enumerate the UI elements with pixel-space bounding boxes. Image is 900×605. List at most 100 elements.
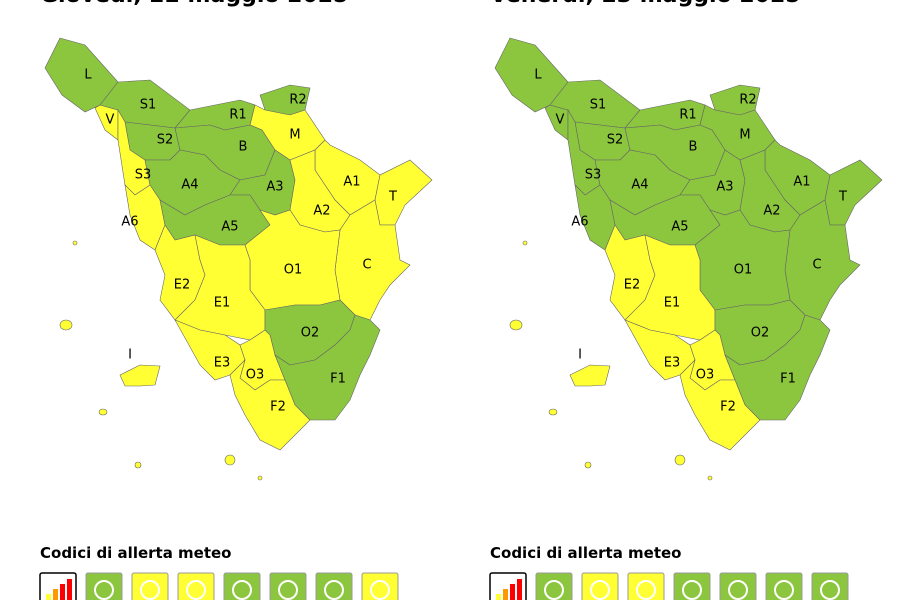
zone-label: A4 — [181, 178, 198, 193]
zone-label: A6 — [571, 215, 588, 230]
icon-glyph — [590, 580, 610, 600]
islet — [224, 454, 236, 466]
zone-label: B — [689, 140, 698, 155]
zone-label: C — [812, 258, 821, 273]
alert-map: Giovedì, 22 maggio 2025 L V S1 S2 S3 R1 R2 M B A4 A… — [39, 0, 433, 605]
legend-title: Codici di allerta meteo — [490, 544, 682, 562]
zone-label: A2 — [763, 204, 780, 219]
alert-map: Venerdì, 23 maggio 2025 L V S1 S2 S3 R1 R2 M B A4 A… — [489, 0, 883, 605]
alert-icon — [85, 572, 123, 605]
zone — [374, 159, 433, 226]
icon-bar — [503, 589, 508, 604]
alert-icon — [535, 572, 573, 605]
zone-label: R1 — [679, 108, 696, 123]
zone — [494, 37, 569, 113]
zone-label: S2 — [607, 133, 624, 148]
zone-label: M — [739, 128, 750, 143]
islet — [134, 461, 142, 469]
zone-label: F2 — [720, 400, 736, 415]
zone-label: A6 — [121, 215, 138, 230]
zone-label: A3 — [266, 180, 283, 195]
zone-label: E3 — [664, 356, 681, 371]
islet — [548, 408, 558, 416]
alert-icon — [131, 572, 169, 605]
zone-label: E2 — [624, 278, 641, 293]
zone — [44, 37, 119, 113]
icon-glyph — [94, 580, 114, 600]
alert-icon — [177, 572, 215, 605]
icon-glyph — [140, 580, 160, 600]
zone-label: M — [289, 128, 300, 143]
islet — [584, 461, 592, 469]
zone-label: S3 — [135, 168, 152, 183]
icon-glyph — [370, 580, 390, 600]
zone-label: S3 — [585, 168, 602, 183]
icon-glyph — [278, 580, 298, 600]
islet — [674, 454, 686, 466]
alert-icon — [627, 572, 665, 605]
legend-title: Codici di allerta meteo — [40, 544, 232, 562]
zone-label: A4 — [631, 178, 648, 193]
zone-label: L — [84, 68, 92, 83]
zone-label: S1 — [590, 98, 607, 113]
zone-label: B — [239, 140, 248, 155]
zone-label: A5 — [671, 220, 688, 235]
zone-label: C — [362, 258, 371, 273]
alert-icon — [811, 572, 849, 605]
zone-label: A3 — [716, 180, 733, 195]
icon-glyph — [636, 580, 656, 600]
islet — [522, 240, 528, 246]
zone-label: O1 — [284, 263, 303, 278]
zone-label: T — [838, 190, 847, 205]
islet — [59, 319, 73, 331]
zone-label: A1 — [343, 175, 360, 190]
zone — [569, 364, 611, 387]
icon-bar — [60, 584, 65, 604]
icon-glyph — [820, 580, 840, 600]
islet — [257, 475, 263, 481]
icon-glyph — [728, 580, 748, 600]
icon-glyph — [682, 580, 702, 600]
zone-label: E2 — [174, 278, 191, 293]
zone-label: E1 — [664, 296, 681, 311]
zone — [229, 358, 311, 451]
icon-glyph — [232, 580, 252, 600]
zone-label: V — [556, 113, 565, 128]
icon-bar — [496, 594, 501, 604]
alert-icon — [719, 572, 757, 605]
zone-label: I — [128, 348, 132, 363]
map-title: Giovedì, 22 maggio 2025 — [40, 0, 348, 8]
zone-label: S1 — [140, 98, 157, 113]
alert-icon — [223, 572, 261, 605]
alert-icon — [269, 572, 307, 605]
zone-label: L — [534, 68, 542, 83]
alert-icon — [361, 572, 399, 605]
zone-label: O2 — [301, 326, 320, 341]
zone-label: R2 — [739, 93, 756, 108]
zone-label: T — [388, 190, 397, 205]
zone-label: I — [578, 348, 582, 363]
zone-label: E3 — [214, 356, 231, 371]
zone-label: O2 — [751, 326, 770, 341]
zone-label: R2 — [289, 93, 306, 108]
icon-bar — [67, 579, 72, 604]
icon-glyph — [186, 580, 206, 600]
zone-label: V — [106, 113, 115, 128]
zone — [119, 364, 161, 387]
zone — [679, 358, 761, 451]
icon-bar — [517, 579, 522, 604]
icon-glyph — [544, 580, 564, 600]
alert-icon — [315, 572, 353, 605]
zone-label: O1 — [734, 263, 753, 278]
icon-bar — [53, 589, 58, 604]
zone-label: O3 — [696, 368, 715, 383]
icon-bar — [510, 584, 515, 604]
zone-label: F1 — [330, 372, 346, 387]
zone-label: O3 — [246, 368, 265, 383]
alert-icon — [673, 572, 711, 605]
map-title: Venerdì, 23 maggio 2025 — [490, 0, 801, 8]
icon-glyph — [774, 580, 794, 600]
zone-label: E1 — [214, 296, 231, 311]
icon-glyph — [324, 580, 344, 600]
